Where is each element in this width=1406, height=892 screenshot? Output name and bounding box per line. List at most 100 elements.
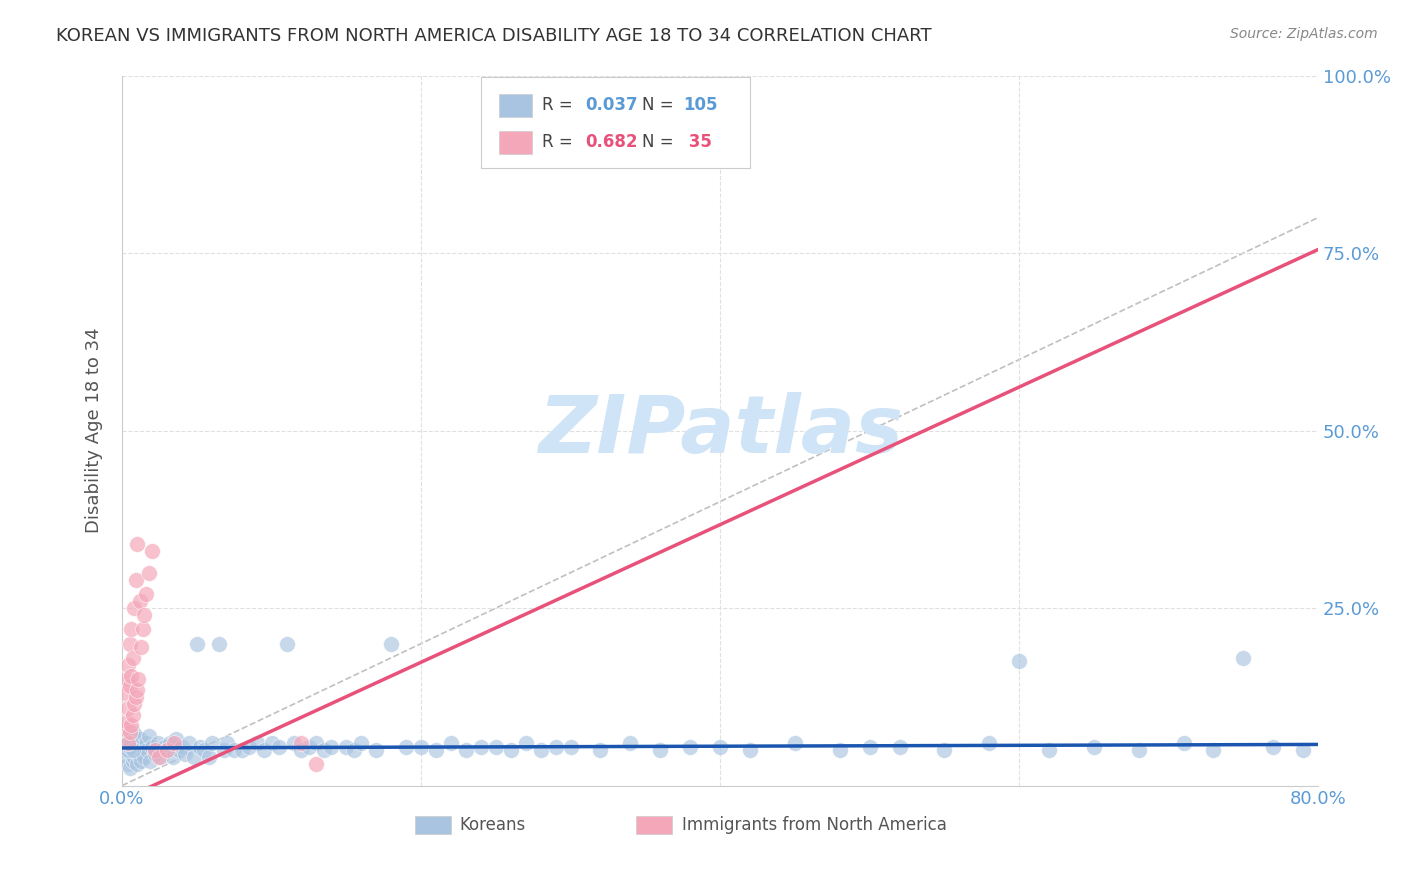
- Point: [139, 754, 162, 768]
- Point: [260, 736, 283, 750]
- Point: [1128, 743, 1150, 757]
- Point: [114, 743, 136, 757]
- Point: [132, 739, 155, 754]
- Point: [129, 594, 152, 608]
- Point: [499, 743, 522, 757]
- Point: [350, 736, 373, 750]
- Point: [163, 736, 186, 750]
- Point: [1232, 650, 1254, 665]
- Point: [125, 537, 148, 551]
- Point: [470, 739, 492, 754]
- Point: [115, 736, 138, 750]
- Point: [118, 739, 141, 754]
- Point: [115, 672, 138, 686]
- Point: [238, 739, 260, 754]
- Point: [208, 637, 231, 651]
- Point: [131, 754, 153, 768]
- Text: Source: ZipAtlas.com: Source: ZipAtlas.com: [1230, 27, 1378, 41]
- Text: 105: 105: [683, 96, 717, 114]
- Point: [115, 750, 138, 764]
- Point: [193, 743, 215, 757]
- Point: [118, 679, 141, 693]
- Point: [125, 682, 148, 697]
- Point: [143, 743, 166, 757]
- Point: [129, 732, 152, 747]
- Point: [335, 739, 357, 754]
- Point: [132, 623, 155, 637]
- Point: [115, 714, 138, 729]
- Point: [454, 743, 477, 757]
- Point: [136, 743, 159, 757]
- Point: [121, 743, 143, 757]
- Point: [125, 757, 148, 772]
- Point: [231, 743, 253, 757]
- Point: [188, 739, 211, 754]
- Point: [167, 743, 190, 757]
- Point: [117, 743, 139, 757]
- Point: [121, 754, 143, 768]
- Point: [162, 750, 184, 764]
- Point: [118, 637, 141, 651]
- Point: [709, 739, 731, 754]
- Point: [298, 739, 321, 754]
- Point: [783, 736, 806, 750]
- Point: [124, 743, 146, 757]
- Point: [141, 739, 163, 754]
- Point: [889, 739, 911, 754]
- Point: [173, 747, 195, 761]
- Point: [117, 729, 139, 743]
- Point: [159, 736, 181, 750]
- Point: [124, 729, 146, 743]
- Point: [122, 750, 145, 764]
- Point: [121, 650, 143, 665]
- Point: [201, 736, 224, 750]
- Point: [135, 736, 157, 750]
- Point: [131, 640, 153, 655]
- Point: [738, 743, 761, 757]
- Point: [283, 736, 305, 750]
- Point: [1202, 743, 1225, 757]
- Point: [138, 729, 160, 743]
- Point: [934, 743, 956, 757]
- Point: [122, 697, 145, 711]
- Point: [117, 757, 139, 772]
- Point: [120, 732, 142, 747]
- Point: [122, 736, 145, 750]
- Point: [148, 750, 170, 764]
- Point: [138, 566, 160, 580]
- Point: [153, 739, 176, 754]
- Point: [128, 672, 150, 686]
- Point: [120, 718, 142, 732]
- Point: [122, 601, 145, 615]
- Point: [134, 608, 156, 623]
- Point: [156, 743, 179, 757]
- Point: [135, 587, 157, 601]
- Point: [186, 637, 208, 651]
- Point: [650, 743, 672, 757]
- Point: [141, 544, 163, 558]
- Point: [425, 743, 447, 757]
- Point: [125, 739, 148, 754]
- Point: [124, 690, 146, 704]
- Point: [267, 739, 290, 754]
- Point: [1263, 739, 1285, 754]
- Point: [115, 736, 138, 750]
- Text: ZIPatlas: ZIPatlas: [537, 392, 903, 469]
- Point: [120, 668, 142, 682]
- Point: [118, 761, 141, 775]
- Text: 0.682: 0.682: [585, 133, 637, 152]
- FancyBboxPatch shape: [499, 131, 533, 153]
- Point: [305, 757, 328, 772]
- Point: [619, 736, 641, 750]
- Point: [1083, 739, 1105, 754]
- Point: [276, 637, 298, 651]
- Point: [224, 743, 246, 757]
- Point: [146, 736, 169, 750]
- Point: [485, 739, 508, 754]
- Point: [183, 750, 205, 764]
- Point: [440, 736, 463, 750]
- Point: [197, 750, 219, 764]
- Point: [380, 637, 402, 651]
- Point: [290, 736, 312, 750]
- FancyBboxPatch shape: [637, 816, 672, 834]
